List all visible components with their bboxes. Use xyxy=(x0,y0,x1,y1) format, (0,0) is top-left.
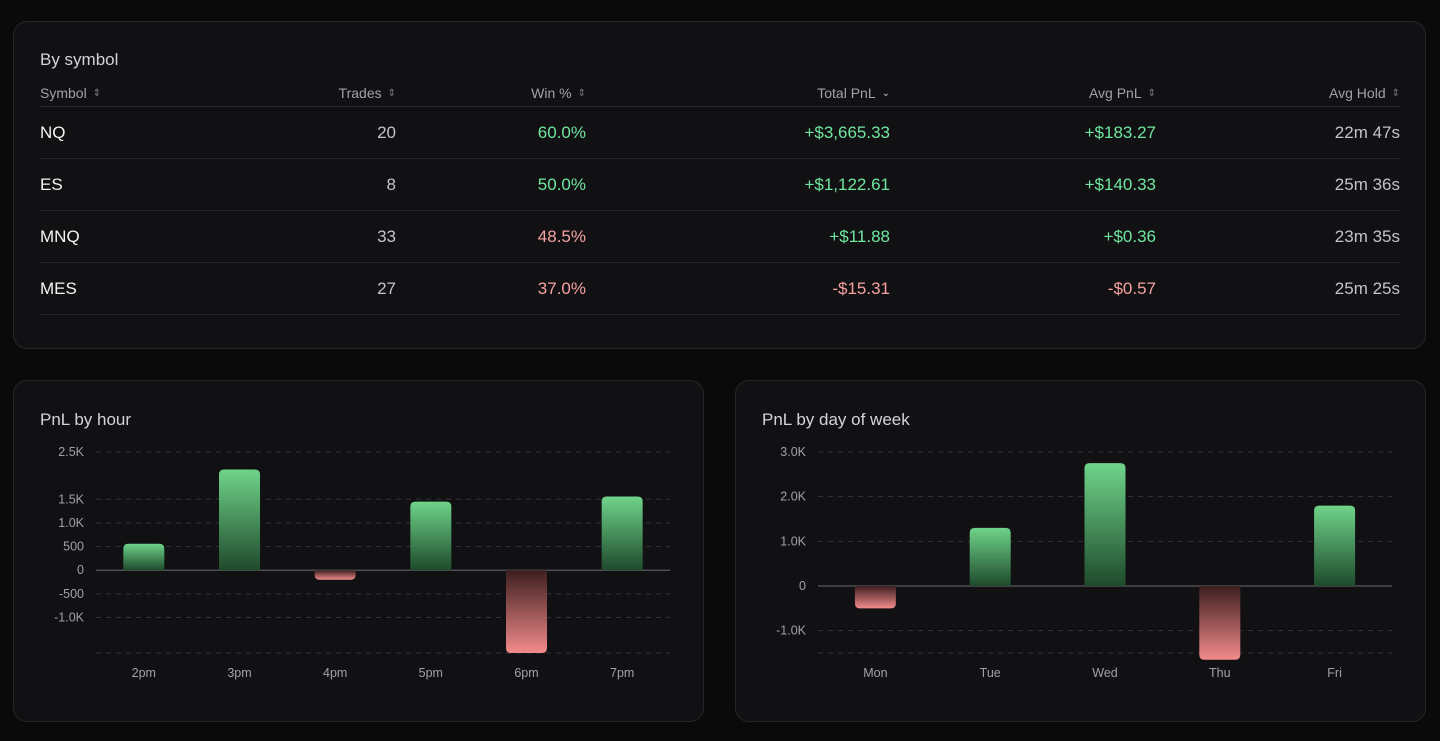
by-symbol-table: Symbol ⇕ Trades ⇕ Win % ⇕ Total PnL ⌄ Avg Pn… xyxy=(40,80,1400,315)
bar-tue[interactable] xyxy=(969,527,1011,586)
y-tick-label: -500 xyxy=(59,587,84,601)
trades-cell: 33 xyxy=(170,210,396,263)
y-tick-label: 1.0K xyxy=(58,516,84,530)
sort-both-icon: ⇕ xyxy=(92,87,102,99)
x-tick-label: 7pm xyxy=(610,666,634,680)
pnl-by-hour-chart: 2.5K 1.5K 1.0K 500 0 -500 -1.0K 2pm 3pm 4pm 5pm 6pm… xyxy=(54,445,670,680)
pnl-by-day-chart: 3.0K 2.0K 1.0K 0 -1.0K Mon Tue Wed Thu Fri xyxy=(776,445,1392,680)
x-tick-label: Mon xyxy=(863,666,887,680)
table-row[interactable]: MES 27 37.0% -$15.31 -$0.57 25m 25s xyxy=(40,262,1400,315)
win-rate-cell: 60.0% xyxy=(396,106,586,159)
win-rate-cell: 37.0% xyxy=(396,262,586,315)
trades-cell: 8 xyxy=(170,158,396,211)
table-header-row: Symbol ⇕ Trades ⇕ Win % ⇕ Total PnL ⌄ Avg Pn… xyxy=(40,80,1400,107)
x-tick-label: 2pm xyxy=(132,666,156,680)
symbol-cell: MES xyxy=(40,262,170,315)
bar-6pm[interactable] xyxy=(506,570,547,653)
bar-thu[interactable] xyxy=(1199,586,1241,660)
x-tick-label: Fri xyxy=(1327,666,1342,680)
pnl-by-day-card: PnL by day of week 3.0K 2.0K 1.0K 0 -1.0K Mon… xyxy=(735,380,1426,722)
avg-pnl-cell: +$140.33 xyxy=(890,158,1156,211)
x-tick-label: 3pm xyxy=(227,666,251,680)
column-header-win[interactable]: Win % ⇕ xyxy=(396,80,586,107)
bar-3pm[interactable] xyxy=(219,469,260,571)
x-tick-label: 5pm xyxy=(419,666,443,680)
column-header-symbol[interactable]: Symbol ⇕ xyxy=(40,80,170,107)
bar-2pm[interactable] xyxy=(123,543,165,571)
total-pnl-cell: -$15.31 xyxy=(586,262,890,315)
y-tick-label: 2.0K xyxy=(780,490,806,504)
avg-hold-cell: 22m 47s xyxy=(1156,106,1400,159)
pnl-by-day-title: PnL by day of week xyxy=(762,410,910,429)
x-tick-label: 4pm xyxy=(323,666,347,680)
avg-hold-cell: 25m 36s xyxy=(1156,158,1400,211)
y-tick-label: 0 xyxy=(77,563,84,577)
y-tick-label: 3.0K xyxy=(780,445,806,459)
x-tick-label: Wed xyxy=(1092,666,1118,680)
by-symbol-card: By symbol Symbol ⇕ Trades ⇕ Win % ⇕ Total P… xyxy=(13,21,1426,349)
y-tick-label: 0 xyxy=(799,579,806,593)
avg-hold-cell: 25m 25s xyxy=(1156,262,1400,315)
trades-cell: 20 xyxy=(170,106,396,159)
symbol-cell: MNQ xyxy=(40,210,170,263)
x-tick-label: 6pm xyxy=(514,666,538,680)
y-tick-label: -1.0K xyxy=(776,624,807,638)
sort-both-icon: ⇕ xyxy=(577,87,586,99)
y-tick-label: 1.5K xyxy=(58,492,84,506)
bar-4pm[interactable] xyxy=(314,570,356,580)
bar-mon[interactable] xyxy=(854,586,896,609)
y-tick-label: -1.0K xyxy=(54,611,85,625)
win-rate-cell: 50.0% xyxy=(396,158,586,211)
avg-pnl-cell: -$0.57 xyxy=(890,262,1156,315)
by-symbol-title: By symbol xyxy=(40,50,119,69)
symbol-cell: NQ xyxy=(40,106,170,159)
symbol-cell: ES xyxy=(40,158,170,211)
pnl-by-hour-card: PnL by hour 2.5K 1.5K 1.0K 500 0 -500 -1.0K 2pm… xyxy=(13,380,704,722)
total-pnl-cell: +$3,665.33 xyxy=(586,106,890,159)
sort-desc-icon: ⌄ xyxy=(881,87,890,99)
sort-both-icon: ⇕ xyxy=(1147,87,1156,99)
table-row[interactable]: ES 8 50.0% +$1,122.61 +$140.33 25m 36s xyxy=(40,158,1400,211)
y-tick-label: 500 xyxy=(63,540,84,554)
y-tick-label: 1.0K xyxy=(780,534,806,548)
column-header-avg-pnl[interactable]: Avg PnL ⇕ xyxy=(890,80,1156,107)
x-tick-label: Tue xyxy=(980,666,1001,680)
table-row[interactable]: MNQ 33 48.5% +$11.88 +$0.36 23m 35s xyxy=(40,210,1400,263)
trades-cell: 27 xyxy=(170,262,396,315)
table-row[interactable]: NQ 20 60.0% +$3,665.33 +$183.27 22m 47s xyxy=(40,106,1400,159)
column-header-avg-hold[interactable]: Avg Hold ⇕ xyxy=(1156,80,1400,107)
avg-pnl-cell: +$0.36 xyxy=(890,210,1156,263)
bar-5pm[interactable] xyxy=(410,501,452,571)
total-pnl-cell: +$1,122.61 xyxy=(586,158,890,211)
bar-fri[interactable] xyxy=(1314,505,1356,586)
column-header-trades[interactable]: Trades ⇕ xyxy=(170,80,396,107)
sort-both-icon: ⇕ xyxy=(387,87,396,99)
bar-wed[interactable] xyxy=(1084,463,1126,586)
total-pnl-cell: +$11.88 xyxy=(586,210,890,263)
avg-pnl-cell: +$183.27 xyxy=(890,106,1156,159)
bar-7pm[interactable] xyxy=(601,496,643,571)
pnl-by-hour-title: PnL by hour xyxy=(40,410,132,429)
x-tick-label: Thu xyxy=(1209,666,1231,680)
column-header-total-pnl[interactable]: Total PnL ⌄ xyxy=(586,80,890,107)
win-rate-cell: 48.5% xyxy=(396,210,586,263)
y-tick-label: 2.5K xyxy=(58,445,84,459)
sort-both-icon: ⇕ xyxy=(1391,87,1400,99)
avg-hold-cell: 23m 35s xyxy=(1156,210,1400,263)
